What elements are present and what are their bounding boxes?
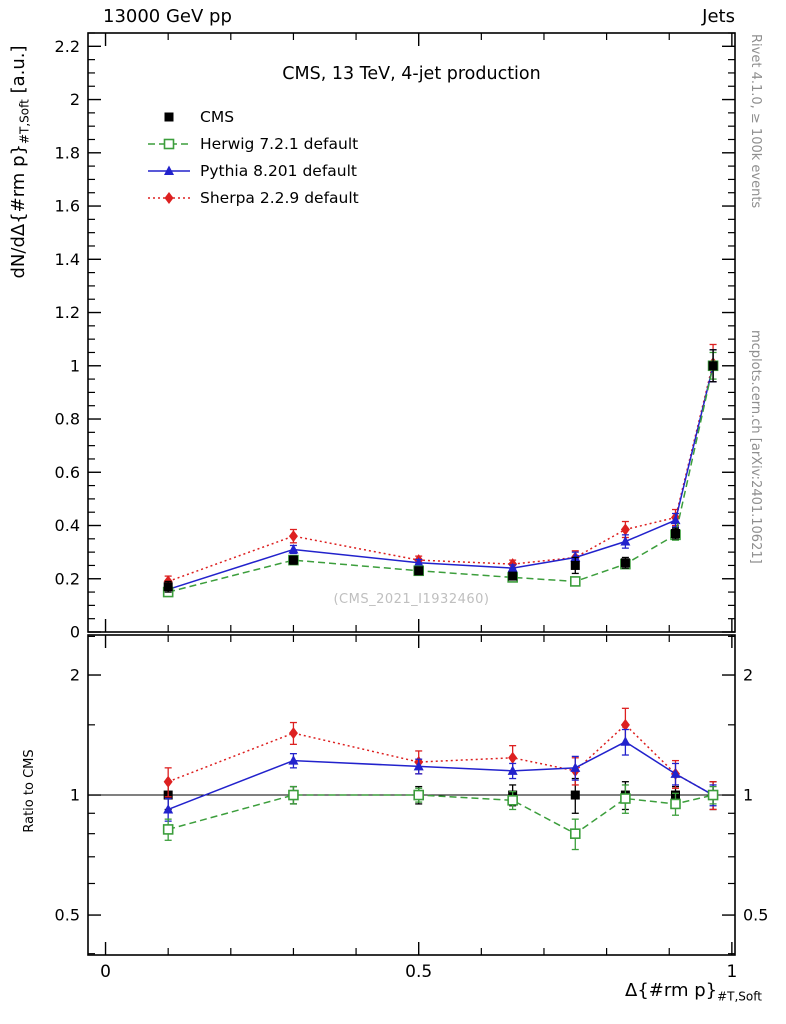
legend-item-pythia: Pythia 8.201 default	[146, 157, 359, 184]
legend: CMS Herwig 7.2.1 default Pythia 8.201 de…	[146, 103, 359, 211]
legend-item-herwig: Herwig 7.2.1 default	[146, 130, 359, 157]
legend-label: CMS	[200, 107, 235, 126]
svg-text:0.5: 0.5	[55, 906, 80, 925]
plot-title: CMS, 13 TeV, 4-jet production	[282, 64, 541, 84]
pythia-marker-icon	[148, 165, 190, 175]
legend-item-cms: CMS	[146, 103, 359, 130]
analysis-id-watermark: (CMS_2021_I1932460)	[333, 592, 490, 607]
legend-label: Sherpa 2.2.9 default	[200, 188, 359, 207]
svg-text:2: 2	[70, 90, 80, 109]
svg-text:1: 1	[726, 962, 737, 982]
header-beam-energy: 13000 GeV pp	[103, 6, 232, 27]
svg-text:0.5: 0.5	[743, 906, 768, 925]
svg-text:2.2: 2.2	[55, 37, 80, 56]
svg-text:2: 2	[743, 666, 753, 685]
herwig-marker-icon	[148, 138, 190, 149]
svg-text:0.8: 0.8	[55, 410, 80, 429]
cms-marker-icon	[164, 112, 174, 121]
y-axis-label: dN/dΔ{#rm p}#T,Soft [a.u.]	[8, 45, 32, 279]
svg-text:0.6: 0.6	[55, 463, 80, 482]
legend-item-sherpa: Sherpa 2.2.9 default	[146, 184, 359, 211]
svg-text:1.8: 1.8	[55, 143, 80, 162]
svg-text:0.4: 0.4	[55, 516, 80, 535]
legend-label: Herwig 7.2.1 default	[200, 134, 359, 153]
svg-text:1.4: 1.4	[55, 250, 80, 269]
svg-text:2: 2	[70, 666, 80, 685]
sherpa-marker-icon	[148, 191, 190, 204]
svg-text:1: 1	[70, 356, 80, 375]
svg-text:0.2: 0.2	[55, 569, 80, 588]
svg-text:1: 1	[743, 786, 753, 805]
x-axis-label: Δ{#rm p}#T,Soft	[625, 980, 762, 1004]
svg-text:1.2: 1.2	[55, 303, 80, 322]
svg-text:0.5: 0.5	[405, 962, 432, 982]
legend-label: Pythia 8.201 default	[200, 161, 357, 180]
rivet-version-note: Rivet 4.1.0, ≥ 100k events	[748, 34, 763, 209]
ratio-axis-label: Ratio to CMS	[22, 749, 37, 833]
svg-text:0: 0	[70, 623, 80, 642]
header-analysis-group: Jets	[702, 6, 735, 27]
mcplots-attribution-note: mcplots.cern.ch [arXiv:2401.10621]	[748, 330, 763, 564]
svg-text:1: 1	[70, 786, 80, 805]
svg-text:1.6: 1.6	[55, 197, 80, 216]
svg-text:0: 0	[100, 962, 111, 982]
